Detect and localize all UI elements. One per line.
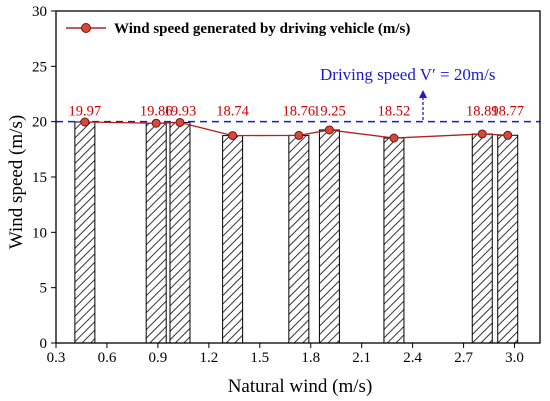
data-label-5: 19.25 <box>313 104 346 120</box>
reference-arrow-icon <box>419 90 427 122</box>
x-axis-ticks: 0.3 0.6 0.9 1.2 1.5 1.8 2.1 2.4 2.7 3.0 <box>47 343 524 366</box>
y-tick-label-2: 10 <box>32 225 47 241</box>
data-label-3: 18.74 <box>216 104 249 120</box>
data-label-4: 18.76 <box>283 104 316 120</box>
x-tick-label-6: 2.1 <box>352 350 371 366</box>
legend-label: Wind speed generated by driving vehicle … <box>114 21 410 37</box>
series-point-1 <box>151 118 161 128</box>
y-tick-label-4: 20 <box>32 115 47 131</box>
series-point-7 <box>477 129 487 139</box>
bar-0 <box>74 121 96 344</box>
data-label-0: 19.97 <box>69 104 102 120</box>
series-point-8 <box>503 130 513 140</box>
x-tick-label-5: 1.8 <box>301 350 320 366</box>
series-point-2 <box>175 117 185 127</box>
data-label-6: 18.52 <box>378 104 411 120</box>
bar-7 <box>471 133 493 344</box>
legend: Wind speed generated by driving vehicle … <box>66 21 410 37</box>
bar-4 <box>288 134 310 344</box>
series-point-4 <box>294 130 304 140</box>
x-tick-label-0: 0.3 <box>47 350 66 366</box>
y-tick-label-1: 5 <box>40 281 48 297</box>
data-label-1: 19.86 <box>140 104 173 120</box>
bar-6 <box>383 137 405 344</box>
bar-1 <box>145 122 167 344</box>
y-tick-label-6: 30 <box>32 4 47 20</box>
y-tick-label-0: 0 <box>40 336 48 352</box>
reference-line-label: Driving speed V′ = 20m/s <box>320 65 495 84</box>
series-point-5 <box>324 125 334 135</box>
data-label-7: 18.89 <box>466 104 499 120</box>
x-tick-label-9: 3.0 <box>505 350 524 366</box>
y-tick-label-5: 25 <box>32 59 47 75</box>
y-axis-title: Wind speed (m/s) <box>6 115 27 249</box>
x-axis-title: Natural wind (m/s) <box>228 376 373 397</box>
bar-5 <box>318 129 340 344</box>
bar-3 <box>222 135 244 344</box>
y-tick-label-3: 15 <box>32 170 47 186</box>
x-tick-label-3: 1.2 <box>199 350 218 366</box>
x-tick-label-8: 2.7 <box>454 350 473 366</box>
bar-8 <box>497 134 519 344</box>
x-tick-label-1: 0.6 <box>98 350 117 366</box>
bar-2 <box>169 121 191 344</box>
y-axis-ticks: 0 5 10 15 20 25 30 <box>32 4 56 352</box>
data-label-2: 19.93 <box>164 104 197 120</box>
series-point-0 <box>80 117 90 127</box>
legend-marker-icon <box>81 23 91 33</box>
series-point-6 <box>389 133 399 143</box>
x-tick-label-4: 1.5 <box>250 350 269 366</box>
data-label-8: 18.77 <box>491 104 524 120</box>
bars-layer <box>74 121 519 344</box>
series-point-3 <box>228 131 238 141</box>
x-tick-label-2: 0.9 <box>149 350 168 366</box>
series-line-layer <box>80 117 513 143</box>
x-tick-label-7: 2.4 <box>403 350 422 366</box>
